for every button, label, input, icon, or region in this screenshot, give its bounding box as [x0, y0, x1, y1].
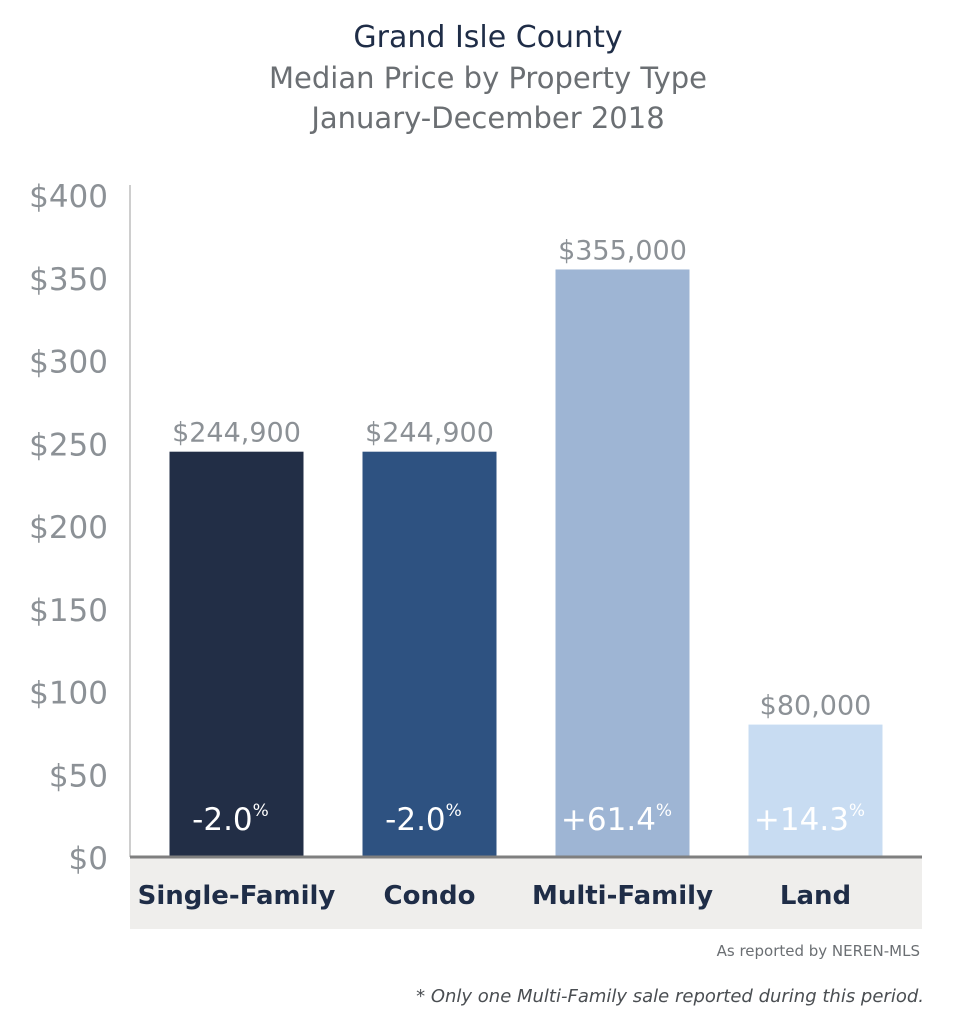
bar: [748, 724, 883, 857]
bar: [169, 451, 304, 857]
x-category-label: Multi-Family: [532, 881, 713, 911]
chart-title: Grand Isle County: [353, 20, 623, 55]
category-band: [130, 857, 922, 929]
y-tick-label: $400: [29, 179, 108, 215]
y-tick-label: $250: [29, 427, 108, 463]
y-tick-label: $300: [29, 345, 108, 381]
bar-value-label: $80,000: [760, 691, 872, 722]
chart-period: January-December 2018: [311, 101, 665, 135]
bar-change-label: +61.4%: [561, 801, 672, 838]
bar: [362, 451, 497, 857]
y-tick-label: $100: [29, 676, 108, 712]
bar: [555, 269, 690, 858]
x-category-label: Single-Family: [138, 881, 336, 911]
x-category-label: Land: [780, 881, 851, 911]
bar-value-label: $244,900: [172, 418, 301, 449]
y-tick-label: $350: [29, 262, 108, 298]
x-category-label: Condo: [384, 881, 476, 911]
source-note: As reported by NEREN-MLS: [716, 942, 920, 960]
bar-change-label: -2.0%: [385, 801, 462, 838]
y-tick-label: $200: [29, 510, 108, 546]
bar-value-label: $355,000: [558, 235, 687, 266]
y-tick-label: $50: [49, 758, 108, 794]
bar-change-label: +14.3%: [754, 801, 865, 838]
y-tick-label: $0: [69, 841, 108, 877]
chart-title-block: Grand Isle County Median Price by Proper…: [0, 18, 976, 138]
footnote: * Only one Multi-Family sale reported du…: [416, 986, 924, 1007]
y-tick-label: $150: [29, 593, 108, 629]
bar-value-label: $244,900: [365, 418, 494, 449]
chart-subtitle: Median Price by Property Type: [269, 61, 707, 95]
bar-change-label: -2.0%: [192, 801, 269, 838]
